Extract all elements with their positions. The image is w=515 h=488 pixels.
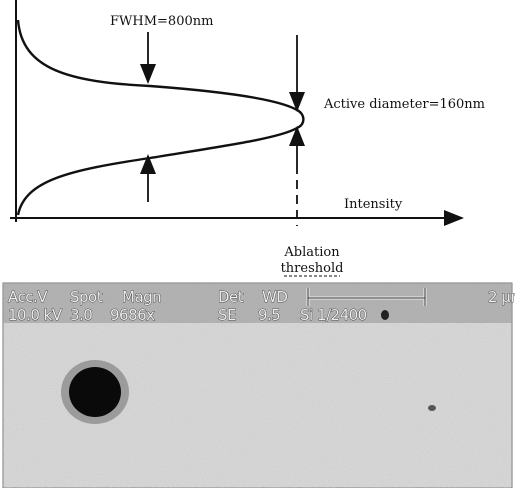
active-diameter-label: Active diameter=160nm xyxy=(323,97,485,112)
speck xyxy=(381,310,389,320)
sem-header-text: Det xyxy=(218,288,244,306)
fwhm-label: FWHM=800nm xyxy=(110,14,213,29)
sem-image: Acc.V Spot Magn Det WD 2 µm 10.0 kV 3.0 9686x SE 9… xyxy=(2,282,515,488)
sem-header-text: 9686x xyxy=(110,306,155,324)
sem-header-text: SE xyxy=(218,306,236,324)
sem-header-text: Magn xyxy=(122,288,161,306)
sem-header-text: 3.0 xyxy=(70,306,92,324)
sem-header-text: Acc.V xyxy=(8,288,48,306)
scale-bar-outline xyxy=(307,288,426,306)
sem-header-text: Si 1/2400 xyxy=(300,306,367,324)
sem-header-text: 9.5 xyxy=(258,306,280,324)
threshold-label: Ablation xyxy=(283,245,340,260)
threshold-label: threshold xyxy=(281,261,344,276)
crater xyxy=(69,367,121,417)
sem-header-text: WD xyxy=(262,288,287,306)
axis-label: Intensity xyxy=(344,197,403,212)
beam-profile xyxy=(16,19,305,216)
sem-header-text: Spot xyxy=(70,288,103,306)
sem-header-band xyxy=(3,283,512,323)
sem-header-text: 10.0 kV xyxy=(8,306,63,324)
sem-header-text: 2 µm xyxy=(488,288,515,306)
speck xyxy=(428,405,436,411)
